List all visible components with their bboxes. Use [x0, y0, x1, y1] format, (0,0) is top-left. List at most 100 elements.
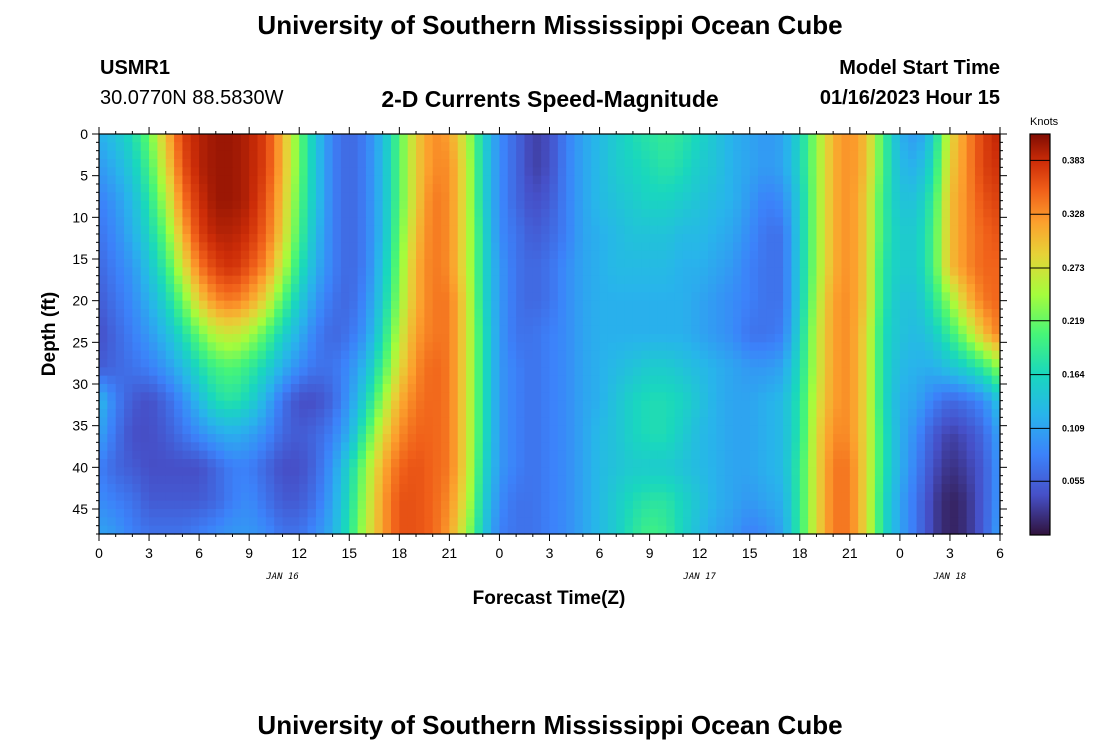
heatmap-cell: [874, 492, 884, 502]
heatmap-cell: [741, 267, 751, 277]
heatmap-cell: [891, 467, 901, 477]
heatmap-cell: [958, 150, 968, 160]
heatmap-cell: [824, 292, 834, 302]
heatmap-cell: [215, 175, 225, 185]
heatmap-cell: [741, 459, 751, 468]
heatmap-cell: [124, 334, 133, 343]
heatmap-cell: [416, 167, 425, 177]
heatmap-cell: [124, 392, 133, 402]
heatmap-cell: [365, 242, 375, 252]
heatmap-cell: [591, 234, 601, 243]
heatmap-cell: [941, 400, 951, 410]
heatmap-cell: [149, 242, 158, 252]
heatmap-cell: [374, 509, 384, 518]
heatmap-cell: [566, 492, 576, 502]
heatmap-cell: [516, 225, 526, 235]
heatmap-cell: [365, 409, 375, 418]
heatmap-cell: [724, 267, 734, 277]
heatmap-cell: [791, 359, 801, 368]
heatmap-cell: [783, 509, 793, 518]
heatmap-cell: [808, 284, 818, 293]
heatmap-cell: [491, 500, 501, 510]
heatmap-cell: [824, 359, 834, 368]
heatmap-cell: [299, 325, 309, 335]
heatmap-cell: [733, 425, 742, 435]
heatmap-cell: [949, 492, 959, 502]
heatmap-cell: [390, 459, 400, 468]
heatmap-cell: [449, 209, 459, 218]
heatmap-cell: [899, 275, 909, 285]
heatmap-cell: [549, 317, 559, 327]
heatmap-cell: [641, 425, 651, 435]
heatmap-cell: [199, 225, 209, 235]
heatmap-cell: [733, 225, 742, 235]
heatmap-cell: [474, 200, 484, 210]
heatmap-cell: [199, 150, 209, 160]
heatmap-cell: [657, 184, 667, 193]
heatmap-cell: [507, 250, 517, 260]
heatmap-cell: [290, 467, 300, 477]
heatmap-cell: [674, 500, 684, 510]
heatmap-cell: [641, 475, 651, 485]
heatmap-cell: [516, 259, 526, 268]
heatmap-cell: [682, 234, 692, 243]
heatmap-cell: [265, 392, 275, 402]
heatmap-cell: [290, 409, 300, 418]
heatmap-cell: [265, 300, 275, 310]
heatmap-cell: [883, 292, 893, 302]
heatmap-cell: [149, 167, 158, 177]
heatmap-cell: [332, 467, 342, 477]
heatmap-cell: [791, 342, 801, 352]
heatmap-cell: [916, 392, 926, 402]
heatmap-cell: [933, 334, 943, 343]
heatmap-cell: [165, 242, 175, 252]
heatmap-cell: [274, 192, 284, 202]
heatmap-cell: [966, 417, 976, 427]
heatmap-cell: [749, 200, 759, 210]
heatmap-cell: [215, 442, 225, 452]
heatmap-cell: [491, 242, 501, 252]
heatmap-cell: [649, 150, 659, 160]
heatmap-cell: [874, 150, 884, 160]
heatmap-cell: [941, 159, 951, 168]
heatmap-cell: [199, 267, 209, 277]
heatmap-cell: [140, 359, 150, 368]
heatmap-cell: [449, 425, 459, 435]
heatmap-cell: [974, 134, 984, 143]
heatmap-cell: [466, 184, 476, 193]
heatmap-cell: [182, 317, 192, 327]
heatmap-cell: [666, 184, 676, 193]
heatmap-cell: [557, 409, 567, 418]
heatmap-cell: [974, 275, 984, 285]
heatmap-cell: [983, 175, 993, 185]
heatmap-cell: [399, 434, 409, 443]
heatmap-cell: [666, 225, 676, 235]
heatmap-cell: [240, 284, 250, 293]
heatmap-cell: [299, 225, 309, 235]
heatmap-cell: [457, 350, 467, 360]
heatmap-cell: [424, 350, 434, 360]
heatmap-cell: [958, 192, 968, 202]
heatmap-cell: [315, 375, 325, 385]
heatmap-cell: [474, 259, 484, 268]
heatmap-cell: [549, 300, 559, 310]
heatmap-cell: [416, 359, 425, 368]
heatmap-cell: [758, 509, 767, 518]
heatmap-cell: [207, 192, 217, 202]
heatmap-cell: [666, 159, 676, 168]
heatmap-cell: [224, 134, 234, 143]
heatmap-cell: [933, 217, 943, 227]
heatmap-cell: [749, 417, 759, 427]
heatmap-cell: [924, 417, 934, 427]
heatmap-cell: [449, 225, 459, 235]
heatmap-cell: [441, 434, 450, 443]
heatmap-cell: [824, 175, 834, 185]
heatmap-cell: [549, 467, 559, 477]
heatmap-cell: [849, 259, 859, 268]
heatmap-cell: [240, 292, 250, 302]
heatmap-cell: [641, 500, 651, 510]
heatmap-cell: [457, 192, 467, 202]
heatmap-cell: [432, 300, 442, 310]
heatmap-cell: [624, 467, 634, 477]
heatmap-cell: [315, 384, 325, 393]
